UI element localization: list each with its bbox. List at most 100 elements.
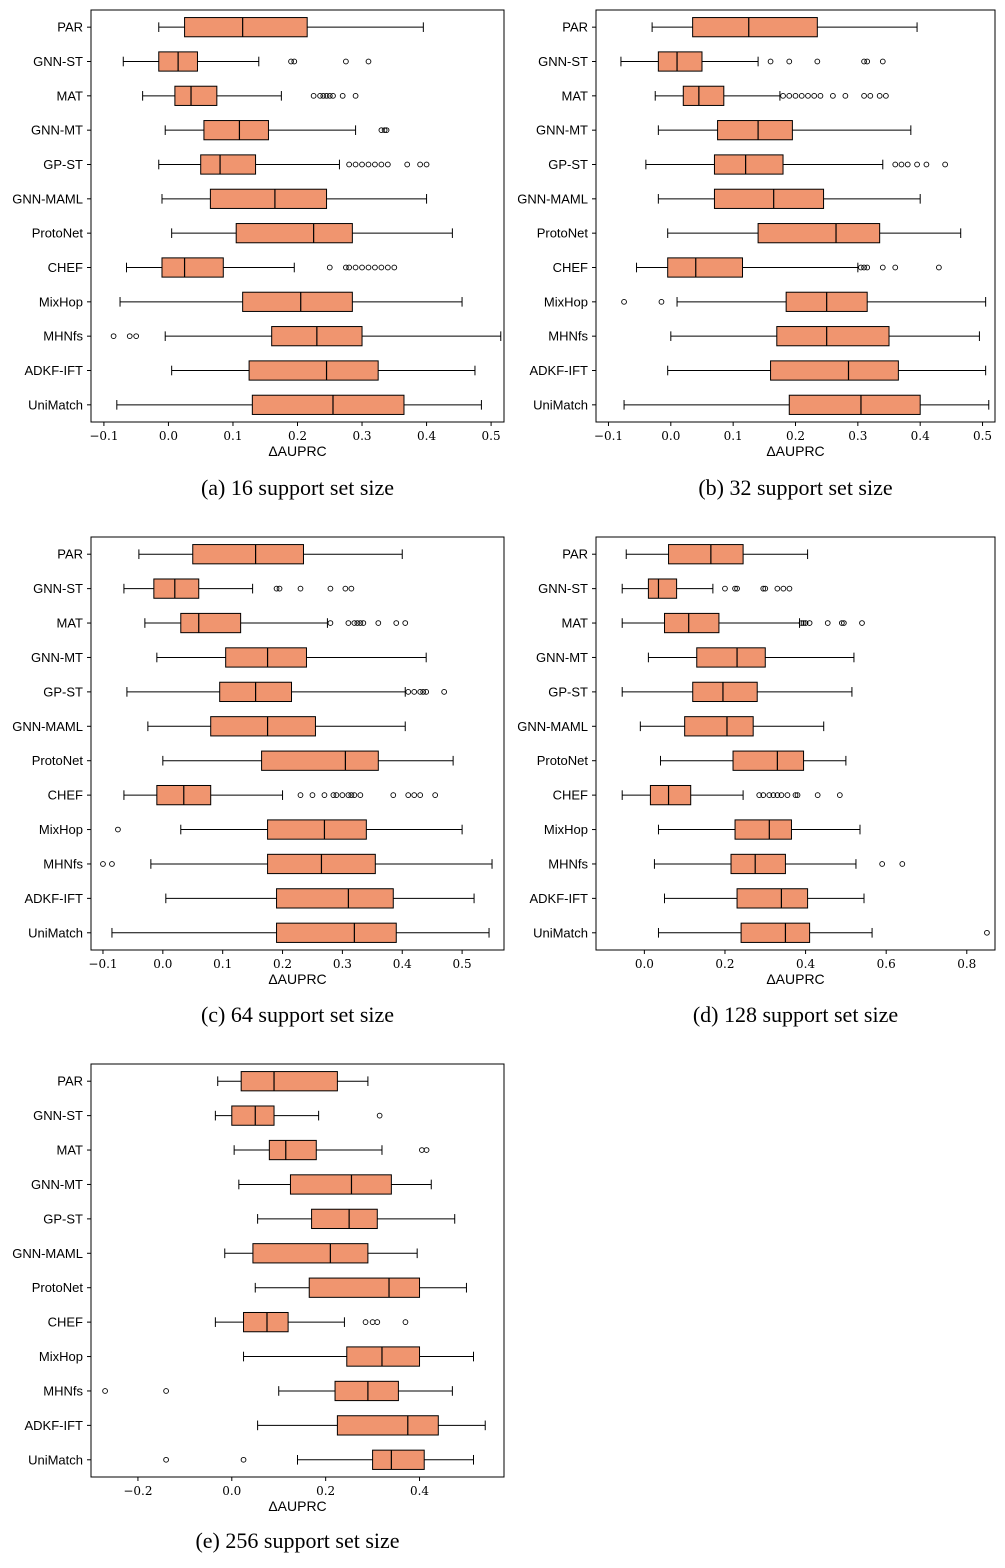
outlier-point (861, 92, 867, 99)
box-gnn-mt (657, 120, 912, 141)
iqr-box (203, 120, 269, 141)
x-tick-label: 0.6 (877, 957, 896, 971)
outlier-point (805, 92, 811, 99)
outlier-point (323, 92, 330, 99)
outlier-point (658, 298, 665, 305)
outlier-point (864, 58, 871, 65)
outlier-point (842, 92, 849, 99)
panel-caption: (d) 128 support set size (693, 1002, 898, 1027)
category-label: GNN-MT (536, 123, 588, 138)
x-tick-label: 0.0 (222, 1484, 241, 1498)
x-tick-label: 0.8 (957, 957, 976, 971)
x-tick-label: 0.3 (333, 957, 352, 971)
iqr-box (732, 750, 805, 771)
iqr-box (153, 578, 200, 599)
category-label: PAR (562, 547, 588, 562)
x-tick-label: 0.5 (973, 429, 992, 443)
outlier-point (923, 161, 930, 168)
outlier-point (346, 264, 352, 271)
outlier-point (390, 792, 397, 798)
outlier-point (836, 792, 843, 798)
box-chef (214, 1311, 409, 1333)
plot-frame (90, 1063, 505, 1478)
category-label: GNN-MAML (12, 719, 83, 734)
category-label: MHNfs (43, 329, 83, 344)
box-gp-st (126, 681, 447, 703)
plot-frame (595, 536, 996, 951)
outlier-point (326, 92, 333, 99)
outlier-point (760, 585, 767, 592)
category-label: UniMatch (533, 397, 588, 412)
outlier-point (419, 1147, 425, 1153)
outlier-point (899, 861, 906, 867)
outlier-point (861, 58, 867, 65)
outlier-point (384, 264, 391, 271)
x-tick-label: 0.3 (352, 429, 371, 443)
outlier-point (342, 585, 349, 592)
outlier-point (330, 792, 337, 798)
x-tick-label: −0.1 (594, 429, 623, 443)
box-mixhop (621, 291, 987, 312)
outlier-point (936, 264, 942, 271)
category-label: GP-ST (548, 157, 588, 172)
x-tick-label: 0.0 (635, 957, 654, 971)
outlier-point (291, 58, 298, 65)
category-label: MixHop (39, 1349, 83, 1364)
outlier-point (126, 333, 133, 340)
iqr-box (174, 85, 218, 106)
outlier-point (391, 264, 398, 271)
outlier-point (770, 792, 777, 798)
iqr-box (180, 612, 242, 634)
outlier-point (432, 792, 439, 798)
box-gp-st (158, 154, 430, 175)
box-unimatch (657, 922, 990, 943)
category-label: MAT (57, 616, 84, 631)
category-label: GNN-MT (31, 123, 83, 138)
iqr-box (734, 819, 792, 840)
box-mat (144, 612, 409, 634)
outlier-point (345, 620, 352, 626)
outlier-point (841, 620, 847, 626)
outlier-point (942, 161, 948, 168)
category-label: ProtoNet (537, 226, 589, 241)
panel-caption: (a) 16 support set size (201, 475, 394, 500)
category-label: UniMatch (28, 397, 83, 412)
outlier-point (327, 585, 334, 592)
category-label: PAR (57, 547, 83, 562)
box-gp-st (621, 681, 853, 703)
box-par (158, 17, 424, 38)
outlier-point (359, 161, 365, 168)
category-label: MixHop (39, 294, 83, 309)
box-gnn-mt (156, 647, 427, 668)
box-mat (621, 612, 865, 634)
outlier-point (310, 92, 317, 99)
category-label: GNN-ST (538, 54, 588, 69)
boxplot-panel: PAR GNN-ST MAT GNN-MT GP-ST GNN-MAML ProtoNet C… (12, 536, 505, 1027)
outlier-point (376, 1112, 383, 1119)
boxplot-panel: PAR GNN-ST MAT GNN-MT GP-ST GNN-MAML ProtoNet C… (12, 1063, 505, 1553)
outlier-point (133, 333, 140, 340)
x-tick-label: 0.4 (417, 429, 436, 443)
iqr-box (713, 154, 784, 175)
outlier-point (417, 161, 423, 168)
iqr-box (757, 223, 881, 244)
iqr-box (682, 85, 725, 106)
x-tick-label: 0.1 (213, 957, 232, 971)
outlier-point (914, 161, 920, 168)
outlier-point (351, 792, 358, 798)
outlier-point (163, 1456, 169, 1463)
outlier-point (381, 127, 388, 134)
panel-caption: (c) 64 support set size (201, 1002, 394, 1027)
category-label: MAT (562, 88, 589, 103)
iqr-box (251, 394, 405, 415)
x-tick-label: 0.1 (724, 429, 743, 443)
category-label: UniMatch (28, 925, 83, 940)
outlier-point (766, 792, 773, 798)
plot-frame (595, 9, 996, 423)
x-tick-label: 0.4 (393, 957, 412, 971)
outlier-point (732, 585, 738, 592)
category-label: ADKF-IFT (530, 363, 589, 378)
boxplot-panel: PAR GNN-ST MAT GNN-MT GP-ST GNN-MAML ProtoNet C… (12, 9, 505, 500)
outlier-point (786, 585, 793, 592)
